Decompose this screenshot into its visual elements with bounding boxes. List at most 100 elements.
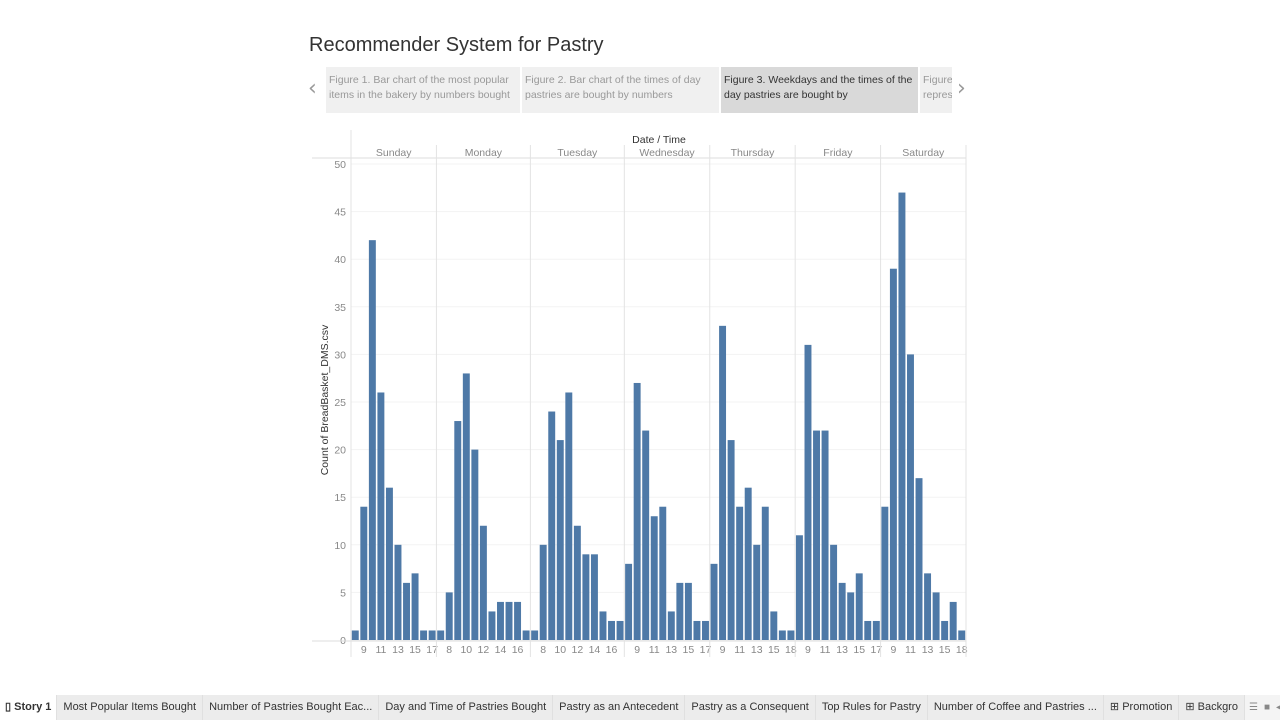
x-tick-label: 9 — [361, 644, 367, 656]
bar — [907, 354, 914, 640]
tab-story-1[interactable]: ▯ Story 1 — [0, 695, 58, 720]
bar — [411, 573, 419, 640]
y-tick-label: 40 — [334, 254, 346, 266]
bar — [599, 611, 607, 640]
bar — [428, 630, 436, 640]
bar — [590, 554, 598, 640]
bar — [377, 392, 385, 640]
bar — [693, 620, 701, 640]
chevron-left-icon[interactable]: ‹ — [308, 76, 317, 101]
bar — [616, 620, 624, 640]
x-tick-label: 13 — [665, 644, 677, 656]
bar — [437, 630, 445, 640]
bar — [548, 411, 556, 640]
filmstrip-icon[interactable]: ■ — [1263, 702, 1270, 713]
x-tick-label: 15 — [768, 644, 780, 656]
bar — [753, 544, 761, 640]
x-tick-label: 11 — [649, 644, 660, 656]
bar — [445, 592, 453, 640]
x-tick-label: 10 — [554, 644, 566, 656]
y-tick-label: 50 — [334, 159, 346, 171]
bar — [924, 573, 932, 640]
x-tick-label: 15 — [939, 644, 951, 656]
bar — [872, 620, 880, 640]
bar — [420, 630, 428, 640]
day-header: Friday — [823, 147, 853, 159]
bar — [915, 478, 923, 640]
chevron-right-icon[interactable]: › — [957, 76, 966, 101]
x-tick-label: 14 — [495, 644, 507, 656]
bar — [710, 563, 718, 640]
x-tick-label: 17 — [426, 644, 438, 656]
y-axis-title: Count of BreadBasket_DMS.csv — [319, 324, 331, 475]
bar — [727, 440, 735, 640]
bar — [608, 620, 615, 640]
tab-sheet[interactable]: Top Rules for Pastry — [815, 695, 928, 720]
bar — [368, 240, 376, 640]
bar — [941, 620, 949, 640]
bar — [659, 506, 667, 640]
bar — [761, 506, 769, 640]
tab-sheet[interactable]: Number of Coffee and Pastries ... — [927, 695, 1104, 720]
x-tick-label: 15 — [409, 644, 421, 656]
bar — [864, 620, 872, 640]
y-tick-label: 20 — [334, 445, 346, 457]
tab-dashboard[interactable]: ⊞ Backgro — [1179, 695, 1245, 720]
x-tick-label: 17 — [870, 644, 882, 656]
bar — [531, 630, 539, 640]
story-point-3[interactable]: Figure 3. Weekdays and the times of the … — [721, 67, 918, 113]
y-tick-label: 25 — [334, 397, 346, 409]
bar — [787, 630, 795, 640]
bar — [642, 430, 650, 640]
x-tick-label: 17 — [700, 644, 712, 656]
day-header: Thursday — [731, 147, 776, 159]
bar — [394, 544, 402, 640]
tab-sheet[interactable]: Most Popular Items Bought — [57, 695, 204, 720]
bar — [497, 601, 504, 640]
bar — [684, 582, 692, 640]
tab-sheet[interactable]: Pastry as an Antecedent — [553, 695, 686, 720]
bar — [514, 601, 522, 640]
bar — [719, 325, 727, 640]
day-header: Tuesday — [557, 147, 598, 159]
bar — [778, 630, 786, 640]
scroll-left-icon[interactable]: ◂ — [1275, 702, 1280, 713]
bar — [821, 430, 829, 640]
story-point-2[interactable]: Figure 2. Bar chart of the times of day … — [522, 67, 719, 113]
y-tick-label: 35 — [334, 302, 346, 314]
dashboard-icon: ⊞ — [1109, 701, 1123, 713]
sheet-sorter-icon[interactable]: ☰ — [1248, 702, 1258, 713]
bar — [650, 516, 658, 640]
tab-sheet[interactable]: Day and Time of Pastries Bought — [379, 695, 554, 720]
x-tick-label: 11 — [734, 644, 745, 656]
bar — [351, 630, 359, 640]
y-tick-label: 10 — [334, 540, 346, 552]
bar — [454, 421, 462, 640]
story-point-1[interactable]: Figure 1. Bar chart of the most popular … — [326, 67, 520, 113]
x-tick-label: 12 — [478, 644, 490, 656]
bar — [881, 506, 889, 640]
y-tick-label: 30 — [334, 349, 346, 361]
bar — [770, 611, 778, 640]
bar — [522, 630, 530, 640]
story-title: Recommender System for Pastry — [309, 34, 604, 56]
bar — [898, 192, 906, 640]
x-tick-label: 18 — [785, 644, 797, 656]
x-tick-label: 15 — [853, 644, 865, 656]
tab-dashboard[interactable]: ⊞ Promotion — [1103, 695, 1180, 720]
x-tick-label: 12 — [572, 644, 584, 656]
bar — [625, 563, 633, 640]
bar — [385, 487, 393, 640]
bar — [932, 592, 940, 640]
x-tick-label: 16 — [606, 644, 618, 656]
y-tick-label: 5 — [340, 587, 346, 599]
bar — [403, 582, 410, 640]
tab-sheet[interactable]: Pastry as a Consequent — [685, 695, 816, 720]
x-tick-label: 10 — [460, 644, 472, 656]
x-tick-label: 13 — [392, 644, 404, 656]
story-point-4[interactable]: Figure represe — [920, 67, 952, 113]
bar — [556, 440, 564, 640]
day-header: Saturday — [902, 147, 945, 159]
x-tick-label: 9 — [720, 644, 726, 656]
tab-sheet[interactable]: Number of Pastries Bought Eac... — [203, 695, 380, 720]
